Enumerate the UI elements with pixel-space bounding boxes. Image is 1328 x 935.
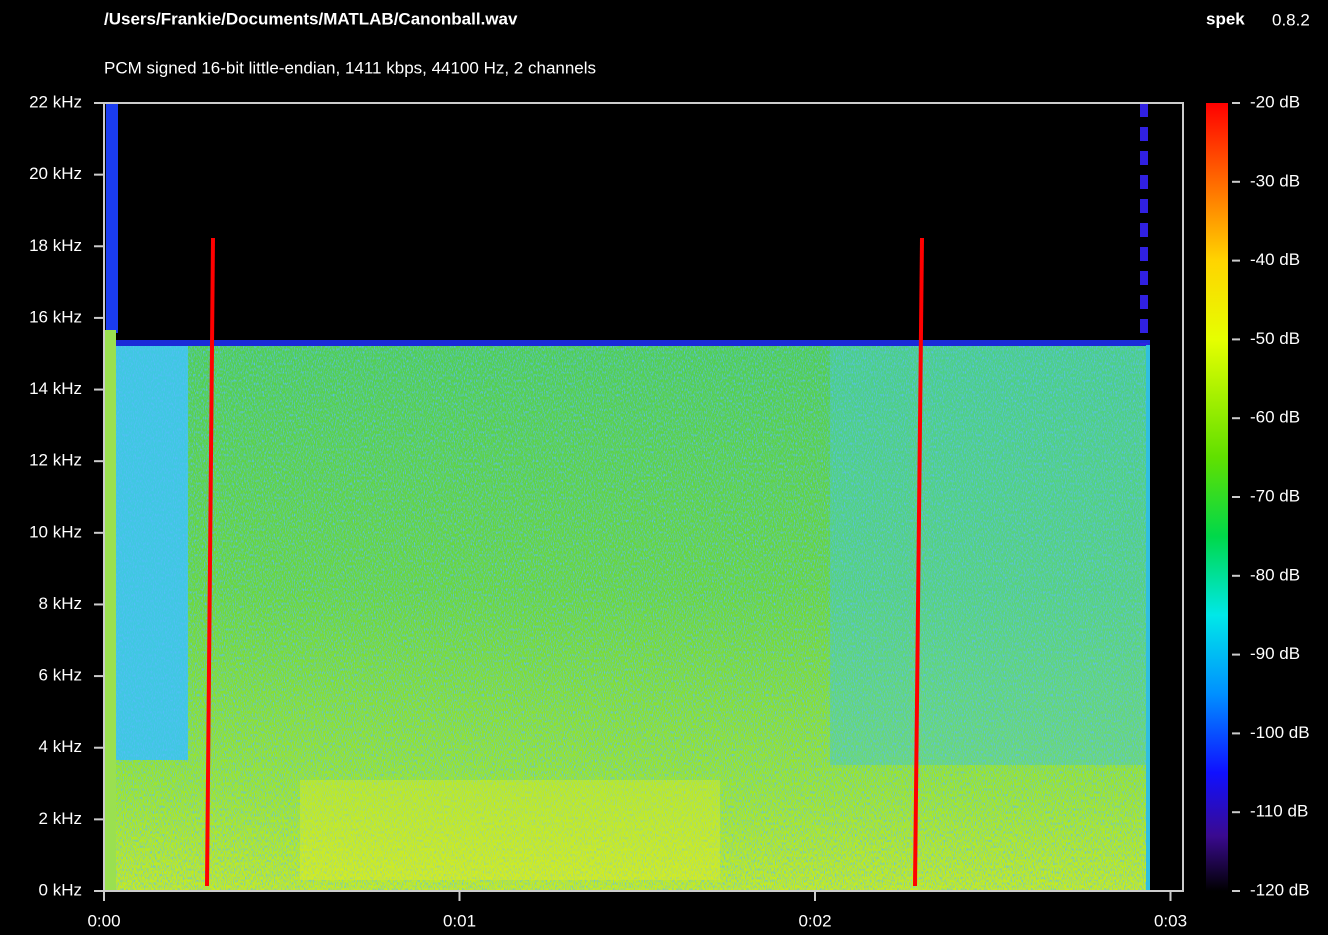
y-tick-label: 0 kHz: [39, 880, 82, 899]
y-tick-label: 4 kHz: [39, 737, 82, 756]
file-info: PCM signed 16-bit little-endian, 1411 kb…: [104, 58, 596, 77]
y-tick-label: 22 kHz: [29, 92, 82, 111]
color-tick-label: -110 dB: [1250, 802, 1308, 821]
spectrum-hot-region: [300, 780, 720, 880]
file-title: /Users/Frankie/Documents/MATLAB/Canonbal…: [104, 9, 518, 28]
y-tick-label: 6 kHz: [39, 666, 82, 685]
color-tick-label: -80 dB: [1250, 565, 1300, 584]
color-tick-label: -50 dB: [1250, 329, 1300, 348]
color-tick-label: -40 dB: [1250, 250, 1300, 269]
cutoff-edge: [104, 340, 1150, 346]
y-tick-label: 16 kHz: [29, 307, 82, 326]
page: /Users/Frankie/Documents/MATLAB/Canonbal…: [0, 0, 1328, 935]
color-bar: [1206, 103, 1228, 891]
y-tick-label: 8 kHz: [39, 594, 82, 613]
color-tick-label: -90 dB: [1250, 644, 1300, 663]
app-version: 0.8.2: [1272, 10, 1310, 29]
x-tick-label: 0:01: [443, 911, 476, 930]
left-band: [104, 330, 116, 891]
left-strip: [106, 103, 118, 333]
spek-window: /Users/Frankie/Documents/MATLAB/Canonbal…: [0, 0, 1328, 935]
x-tick-label: 0:02: [798, 911, 831, 930]
spectrogram: [104, 103, 1150, 891]
x-tick-label: 0:03: [1154, 911, 1187, 930]
color-tick-label: -30 dB: [1250, 171, 1300, 190]
x-tick-label: 0:00: [87, 911, 120, 930]
y-tick-label: 2 kHz: [39, 809, 82, 828]
color-tick-label: -120 dB: [1250, 880, 1310, 899]
y-tick-label: 14 kHz: [29, 379, 82, 398]
y-tick-label: 20 kHz: [29, 164, 82, 183]
color-tick-label: -60 dB: [1250, 408, 1300, 427]
color-tick-label: -20 dB: [1250, 92, 1300, 111]
y-tick-label: 12 kHz: [29, 451, 82, 470]
y-tick-label: 10 kHz: [29, 522, 82, 541]
color-tick-label: -70 dB: [1250, 486, 1300, 505]
app-name: spek: [1206, 9, 1245, 28]
color-tick-label: -100 dB: [1250, 723, 1310, 742]
right-edge: [1146, 345, 1150, 891]
y-tick-label: 18 kHz: [29, 236, 82, 255]
